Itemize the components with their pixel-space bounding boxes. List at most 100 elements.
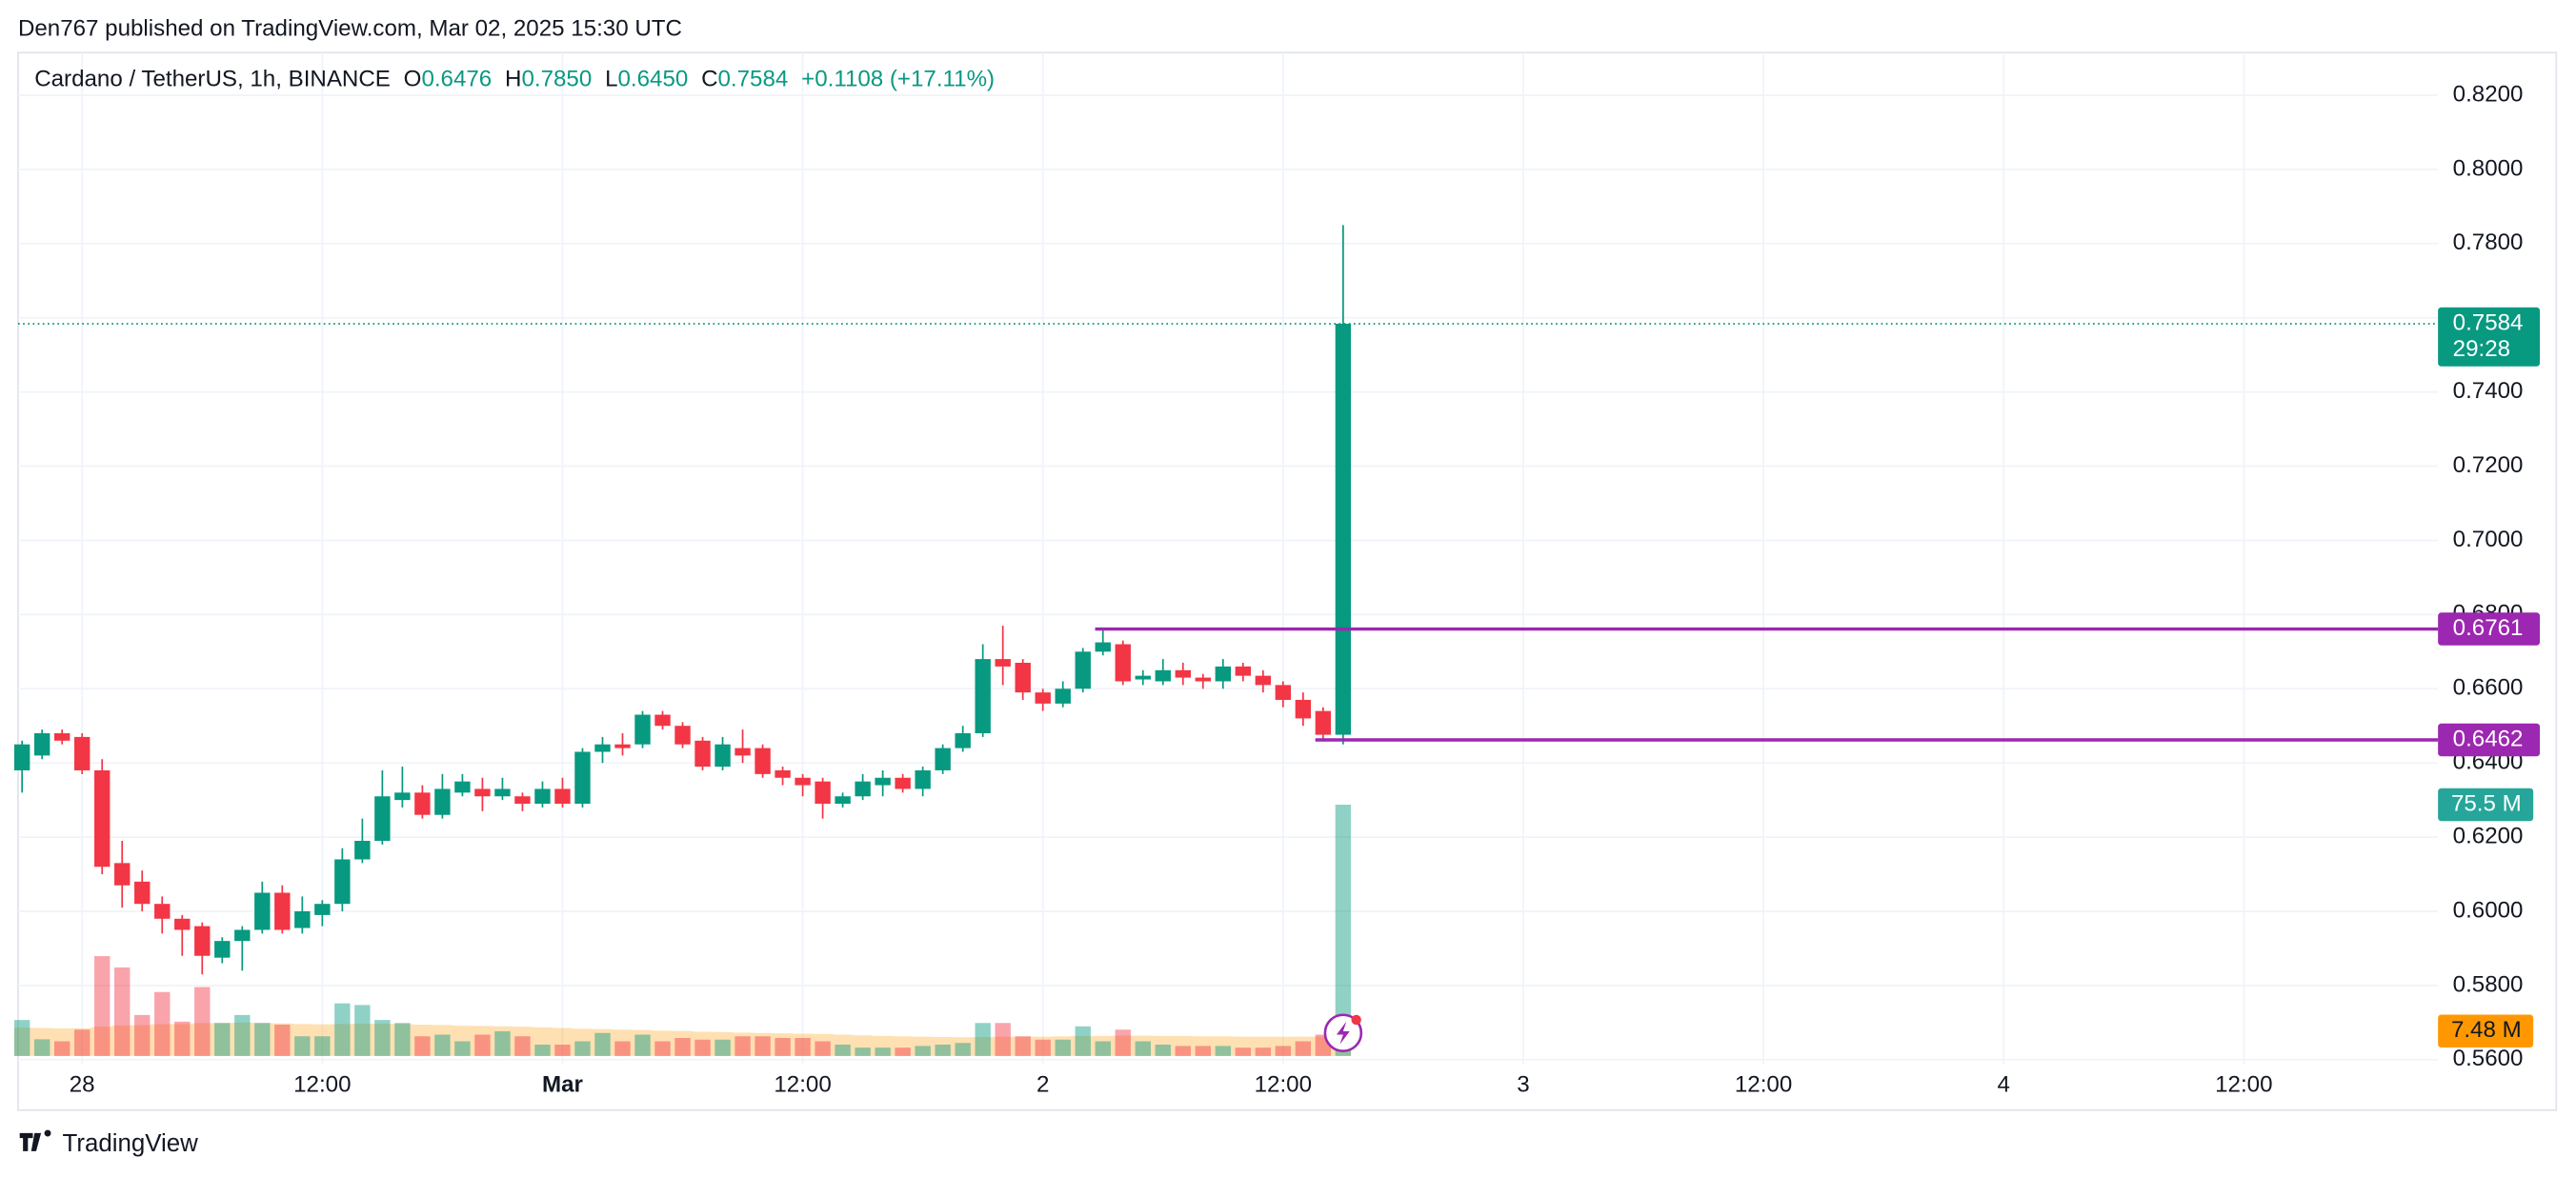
x-tick-label: 2 (1036, 1071, 1049, 1097)
change: +0.1108 (+17.11%) (801, 67, 995, 92)
candle-body (434, 788, 451, 815)
published-line: Den767 published on TradingView.com, Mar… (18, 15, 682, 41)
candle (454, 773, 471, 797)
candle-body (294, 910, 311, 928)
candle (74, 733, 91, 774)
volume-bar (514, 1036, 531, 1056)
volume-bar (1155, 1044, 1171, 1056)
y-tick-label: 0.7200 (2453, 452, 2524, 478)
candle-body (274, 892, 291, 930)
candle (574, 748, 591, 808)
ohlc-key: C (701, 67, 717, 92)
volume-bar (1115, 1029, 1131, 1056)
candle-body (314, 904, 331, 915)
volume-bar (795, 1038, 811, 1056)
candle-body (74, 736, 91, 770)
candle (1155, 659, 1171, 686)
candle-body (1255, 675, 1272, 686)
candle-body (634, 714, 651, 745)
volume-bar (1055, 1039, 1071, 1056)
candle-body (194, 926, 211, 956)
candle-body (374, 796, 391, 841)
volume-bar (1015, 1036, 1031, 1056)
candle (1095, 628, 1111, 656)
volume-bar (334, 1003, 351, 1056)
volume-bar (855, 1047, 871, 1056)
candle (1215, 659, 1231, 689)
candle (214, 937, 231, 964)
candle (795, 773, 811, 797)
countdown: 29:28 (2453, 336, 2510, 362)
candle-body (454, 781, 471, 793)
volume-bar (1075, 1026, 1091, 1056)
event-dot (1351, 1014, 1361, 1026)
candle-body (915, 769, 931, 789)
volume-bar (1235, 1047, 1252, 1056)
y-tick-label: 0.7000 (2453, 527, 2524, 552)
ohlc-value: 0.6450 (617, 67, 688, 92)
candle (334, 848, 351, 911)
candle (694, 736, 711, 770)
volume-bar (574, 1041, 591, 1056)
candle-body (1095, 642, 1111, 652)
candle-body (554, 788, 571, 805)
candle (775, 767, 791, 786)
candle (1275, 681, 1292, 708)
volume-bar (775, 1038, 791, 1056)
ohlc-key: O (404, 67, 422, 92)
candle (935, 744, 951, 774)
volume-bar (534, 1044, 551, 1056)
volume-bar (694, 1039, 711, 1056)
candle (915, 767, 931, 797)
level-label: 0.6761 (2453, 615, 2524, 641)
volume-bar (454, 1041, 471, 1056)
candle-body (1155, 669, 1171, 682)
candle-body (394, 792, 411, 801)
candle (1055, 681, 1071, 708)
volume-bar (33, 1039, 50, 1056)
candle-body (1115, 644, 1131, 682)
candle (1335, 225, 1352, 745)
volume-ma-label: 7.48 M (2451, 1017, 2522, 1043)
volume-bar (654, 1041, 671, 1056)
event-icon (1336, 1021, 1350, 1045)
candle-body (775, 769, 791, 778)
candle-body (53, 733, 70, 741)
candle-body (1075, 651, 1091, 689)
legend: Cardano / TetherUS, 1h, BINANCE O0.6476 H0… (34, 67, 995, 92)
volume-bar (735, 1036, 751, 1056)
candle-body (594, 744, 611, 752)
candle (855, 773, 871, 801)
volume-bar (13, 1020, 30, 1056)
candle (1175, 663, 1191, 686)
candle (875, 769, 891, 797)
candle-body (714, 744, 731, 768)
candle (1135, 669, 1151, 686)
candle (755, 744, 771, 778)
candle (414, 785, 431, 819)
volume-bar (154, 991, 171, 1056)
volume-bar (434, 1034, 451, 1056)
candle (895, 773, 911, 793)
candle-body (1315, 710, 1332, 735)
candle-body (674, 726, 691, 745)
last-price-label: 0.7584 (2453, 309, 2524, 335)
volume-bar (254, 1023, 271, 1056)
volume-bar (1035, 1039, 1051, 1056)
volume-bar (955, 1043, 971, 1056)
candle (714, 736, 731, 770)
volume-ma-area (13, 1022, 1352, 1056)
candle-body (254, 892, 271, 930)
candle (94, 759, 111, 875)
volume-bar (1215, 1046, 1231, 1056)
ohlc-value: 0.6476 (421, 67, 492, 92)
candle (614, 733, 631, 756)
brand-logo (19, 1129, 51, 1151)
candle-body (214, 941, 231, 958)
volume-bar (815, 1041, 831, 1056)
ohlc-key: H (505, 67, 521, 92)
candle-body (414, 792, 431, 815)
